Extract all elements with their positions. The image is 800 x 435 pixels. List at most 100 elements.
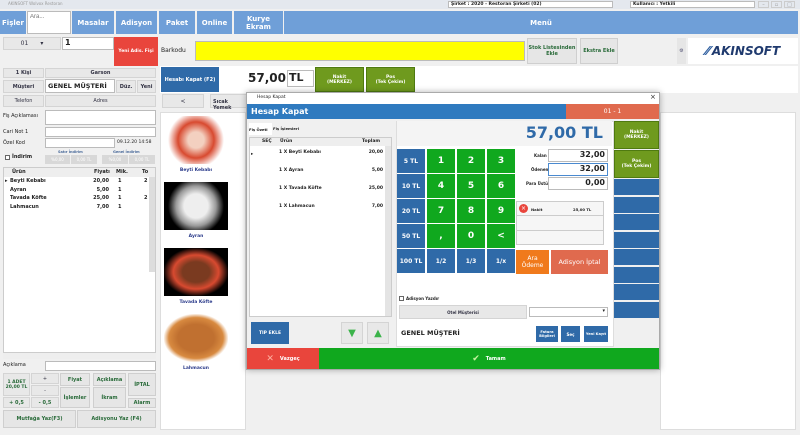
otel-combo[interactable]: ▾ [529,307,608,317]
plus-button[interactable]: + [31,373,59,384]
col-toplam[interactable]: To [142,169,149,175]
food-label[interactable]: Tavada Köfte [179,300,213,305]
nav-online[interactable]: Online [197,11,232,34]
key-button[interactable]: , [427,224,455,248]
key-button[interactable]: < [487,224,515,248]
nav-fisler[interactable]: Fişler [0,11,26,34]
food-image[interactable] [164,248,228,296]
nav-menu[interactable]: Menü [284,11,798,34]
ekstra-ekle-button[interactable]: Ekstra Ekle [580,38,618,64]
minus-button[interactable]: - [31,385,59,396]
table-row[interactable]: Lahmacun 7,00 1 [4,204,144,212]
col-sec[interactable]: SEÇ [262,139,272,144]
food-image[interactable] [164,116,228,164]
table-row[interactable]: Ayran 5,00 1 [4,187,144,195]
key-button[interactable]: 9 [487,199,515,223]
minus05-button[interactable]: - 0,5 [31,397,59,408]
key-button[interactable]: 8 [457,199,485,223]
payment-type-button[interactable] [614,196,659,213]
odenen-input[interactable]: 32,00 [548,163,608,176]
col-mik[interactable]: Mik. [116,169,128,175]
key-button[interactable]: 3 [487,149,515,173]
islemler-button[interactable]: İşlemler [60,387,90,408]
key-button[interactable]: 4 [427,174,455,198]
adres-button[interactable]: Adres [45,95,156,107]
table-row[interactable]: ▸ Beyti Kebabı 20,00 1 2 [4,178,147,186]
duz-button[interactable]: Düz. [116,80,136,93]
list-item[interactable]: 1 X Ayran 5,00 [251,168,383,178]
food-image[interactable] [164,182,228,230]
nakit-button[interactable]: Nakit (MERKEZ) [315,67,364,92]
vazgec-button[interactable]: ✕ Vazgeç [247,348,319,369]
nav-masalar[interactable]: Masalar [72,11,114,34]
currency-combo[interactable]: TL [287,70,314,87]
payment-type-button[interactable] [614,266,659,283]
hesap-kapat-button[interactable]: Hesabı Kapat (F2) [161,67,219,92]
kalan-input[interactable]: 32,00 [548,149,608,162]
yeni-button[interactable]: Yeni [137,80,156,93]
adisyon-iptal-button[interactable]: Adisyon İptal [551,250,608,274]
restore-icon[interactable]: ▫ [771,1,782,8]
food-label[interactable]: Ayran [188,234,204,239]
satir-pct-input[interactable]: %0,00 [45,155,70,164]
move-down-button[interactable]: ▼ [341,322,363,344]
fatura-bilgileri-button[interactable]: Fatura Bilgileri [536,326,558,342]
para-ustu-input[interactable]: 0,00 [548,177,608,190]
money-button[interactable]: 20 TL [397,199,425,223]
col-fiyat[interactable]: Fiyatı [94,169,110,175]
key-button[interactable]: 1/2 [427,249,455,273]
grid-scrollbar[interactable] [149,177,155,272]
alarm-button[interactable]: Alarm [128,398,156,408]
mutfaga-yaz-button[interactable]: Mutfağa Yaz(F3) [3,410,76,428]
indirim-checkbox[interactable] [5,155,10,160]
money-button[interactable]: 50 TL [397,224,425,248]
sec-button[interactable]: Seç [561,326,580,342]
genel-pct-input[interactable]: %0,00 [102,155,128,164]
yeni-kayit-button[interactable]: Yeni Kayıt [584,326,608,342]
payment-type-button[interactable] [614,214,659,230]
remove-payment-icon[interactable]: × [519,204,528,213]
table-select[interactable]: 01 ▾ [3,37,61,50]
plus05-button[interactable]: + 0,5 [3,397,30,408]
ara-odeme-button[interactable]: Ara Ödeme [516,250,549,274]
count-combo[interactable]: 1 [62,37,114,50]
key-button[interactable]: 7 [427,199,455,223]
satir-tl-input[interactable]: 0,00 TL [71,155,97,164]
col-toplam[interactable]: Toplam [362,139,381,144]
tip-ekle-button[interactable]: TIP EKLE [251,322,289,344]
key-button[interactable]: 6 [487,174,515,198]
adisyonu-yaz-button[interactable]: Adisyonu Yaz (F4) [77,410,156,428]
h-scrollbar[interactable] [3,353,156,359]
dialog-grid-scrollbar[interactable] [385,146,391,316]
food-back-button[interactable]: < [162,94,204,108]
col-urun[interactable]: Ürün [12,169,26,175]
key-button[interactable]: 2 [457,149,485,173]
nav-paket[interactable]: Paket [159,11,195,34]
musteri-button[interactable]: Müşteri [3,80,44,93]
payment-type-button[interactable] [614,179,659,195]
money-button[interactable]: 5 TL [397,149,425,173]
dialog-pos-button[interactable]: Pos (Tek Çekim) [614,150,659,178]
col-urun[interactable]: Ürün [280,139,293,144]
food-label[interactable]: Lahmacun [183,366,209,371]
aciklama-input[interactable] [45,361,156,371]
key-button[interactable]: 1/x [487,249,515,273]
dialog-nakit-button[interactable]: Nakit (MERKEZ) [614,121,659,149]
pos-button[interactable]: Pos (Tek Çekim) [366,67,415,92]
search-input[interactable] [27,11,71,34]
payment-type-button[interactable] [614,301,659,318]
close-icon[interactable]: □ [784,1,795,8]
food-image[interactable] [164,314,228,362]
musteri-input[interactable]: GENEL MÜŞTERİ [45,79,115,93]
adisyon-yazdir-checkbox[interactable] [399,296,404,301]
nav-adisyon[interactable]: Adisyon [116,11,157,34]
money-button[interactable]: 100 TL [397,249,425,273]
tab-fis-islemleri[interactable]: Fiş İşlemleri [273,126,300,131]
ikram-button[interactable]: İkram [93,387,126,408]
payment-type-button[interactable] [614,284,659,300]
move-up-button[interactable]: ▲ [367,322,389,344]
key-button[interactable]: 5 [457,174,485,198]
tab-fis-ozeti[interactable]: Fiş Özeti [249,123,272,135]
list-item[interactable]: ▸ 1 X Beyti Kebabı 20,00 [251,150,383,160]
food-tab[interactable]: Sıcak Yemek [210,94,250,111]
